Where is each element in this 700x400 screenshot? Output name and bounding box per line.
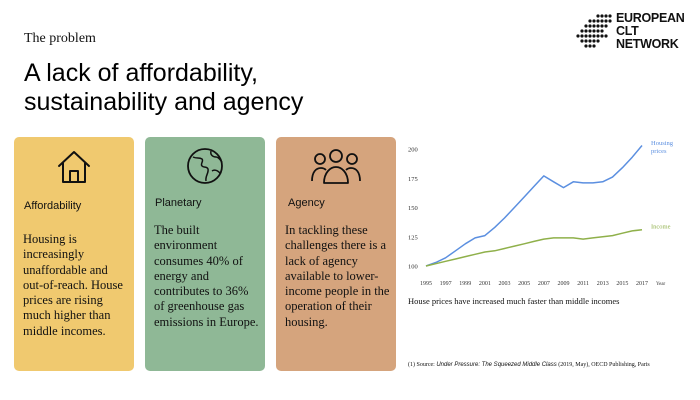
- card-body-planetary: The built environment consumes 40% of en…: [154, 223, 259, 329]
- page-title: A lack of affordability, sustainability …: [24, 59, 404, 117]
- source-suffix: (2019, May), OECD Publishing, Paris: [556, 362, 650, 368]
- chart-caption: House prices have increased much faster …: [408, 296, 620, 306]
- series-label: Housing prices: [651, 140, 674, 155]
- x-tick-label: 2001: [479, 281, 491, 287]
- logo-word-european: EUROPEAN: [616, 11, 685, 25]
- logo-word-network: NETWORK: [616, 37, 679, 51]
- page-title-line-2: sustainability and agency: [24, 88, 304, 116]
- y-tick-label: 100: [408, 264, 418, 271]
- x-axis-label: Year: [656, 282, 666, 287]
- people-group-icon: [311, 149, 361, 184]
- y-tick-label: 175: [408, 176, 418, 183]
- x-tick-label: 2013: [597, 281, 609, 287]
- series-label: Income: [651, 224, 671, 231]
- y-tick-label: 200: [408, 147, 418, 154]
- y-tick-label: 150: [408, 205, 418, 212]
- series-line-income: [425, 228, 643, 267]
- card-body-affordability: Housing is increasingly unaffordable and…: [23, 232, 123, 338]
- x-tick-label: 2005: [518, 281, 530, 287]
- section-label: The problem: [24, 31, 96, 46]
- source-citation: (1) Source: Under Pressure: The Squeezed…: [408, 362, 650, 368]
- x-tick-label: 1997: [440, 281, 452, 287]
- card-body-agency: In tackling these challenges there is a …: [285, 223, 390, 329]
- card-title-agency: Agency: [288, 197, 325, 209]
- logo-word-clt: CLT: [616, 24, 639, 38]
- card-agency: Agency In tackling these challenges ther…: [276, 137, 396, 371]
- house-prices-vs-income-line-chart: 200 175 150 125 100 1995 1997 1999 2001 2003 2005 2…: [408, 140, 674, 287]
- y-tick-label: 125: [408, 234, 418, 241]
- source-title: Under Pressure: The Squeezed Middle Clas…: [436, 362, 557, 368]
- globe-icon: [187, 148, 223, 184]
- x-tick-label: 2011: [577, 281, 589, 287]
- x-tick-label: 1995: [420, 281, 432, 287]
- x-tick-label: 2007: [538, 281, 550, 287]
- european-clt-network-logo: EUROPEAN CLT NETWORK: [576, 11, 694, 51]
- x-tick-label: 2015: [616, 281, 628, 287]
- x-tick-label: 2003: [499, 281, 511, 287]
- house-icon: [58, 151, 90, 183]
- x-tick-label: 2009: [557, 281, 569, 287]
- series-line-housing-prices: [425, 145, 643, 267]
- x-tick-label: 2017: [636, 281, 648, 287]
- card-planetary: Planetary The built environment consumes…: [145, 137, 265, 371]
- page-title-line-1: A lack of affordability,: [24, 59, 258, 87]
- card-title-planetary: Planetary: [155, 197, 202, 209]
- logo-dots-icon: [576, 14, 612, 48]
- card-affordability: Affordability Housing is increasingly un…: [14, 137, 134, 371]
- card-title-affordability: Affordability: [24, 200, 82, 212]
- x-tick-label: 1999: [459, 281, 471, 287]
- source-prefix: (1) Source:: [408, 362, 437, 368]
